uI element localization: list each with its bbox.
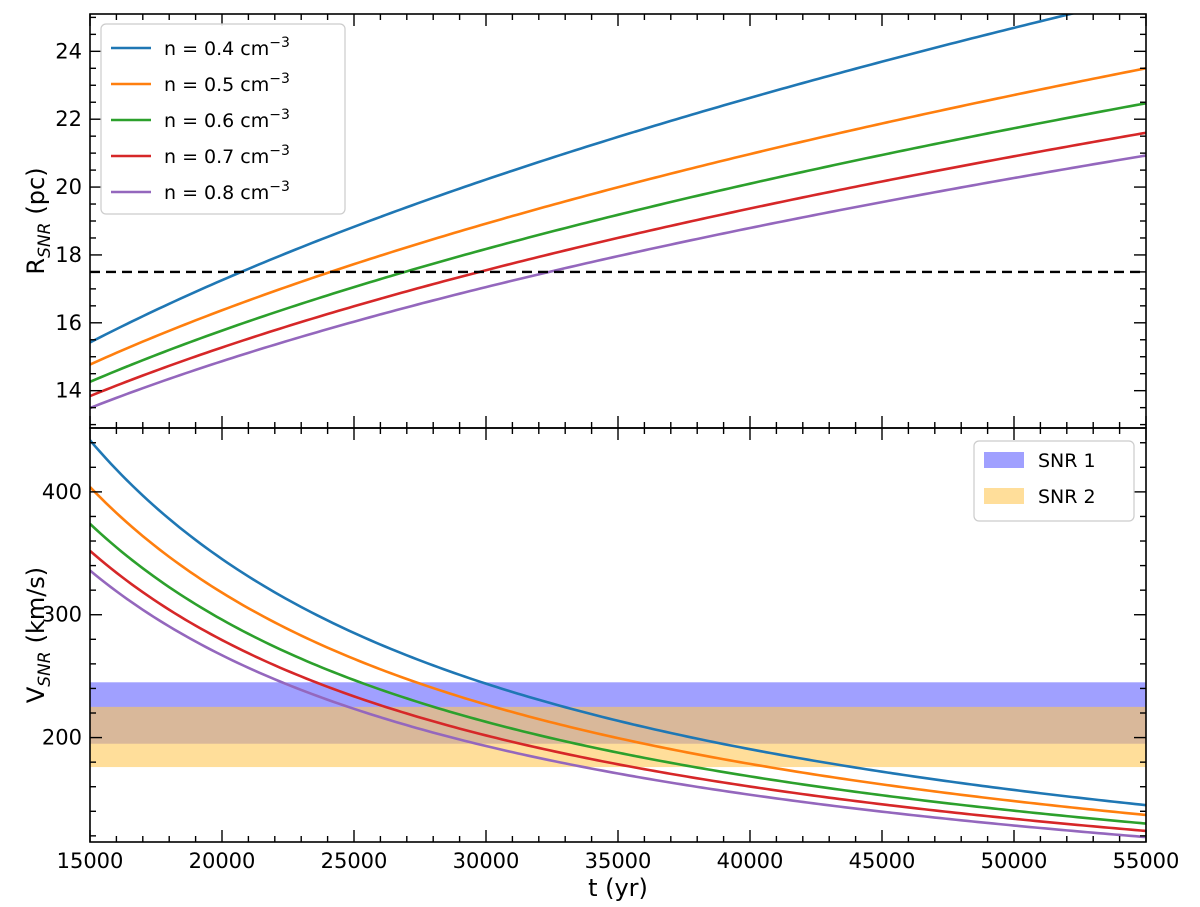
legend-swatch-band-2 — [984, 488, 1024, 504]
bottom-xtick-label-1: 20000 — [189, 849, 256, 873]
top-series-group — [90, 14, 1146, 410]
top-ytick-label-0: 14 — [55, 379, 82, 403]
bottom-ytick-label-1: 300 — [42, 603, 82, 627]
top-series-line-3 — [90, 131, 1146, 398]
bottom-xtick-label-8: 55000 — [1113, 849, 1180, 873]
bottom-ytick-label-0: 200 — [42, 726, 82, 750]
top-series-line-2 — [90, 101, 1146, 384]
bottom-xtick-label-5: 40000 — [717, 849, 784, 873]
top-series-line-1 — [90, 67, 1146, 366]
top-legend: n = 0.4 cm−3 n = 0.5 cm−3 n = 0.6 cm−3 n = … — [100, 23, 346, 215]
bottom-ytick-label-2: 400 — [42, 480, 82, 504]
top-ylabel-sub: SNR — [35, 223, 55, 258]
legend-label-4: n = 0.8 cm−3 — [164, 179, 290, 204]
bottom-ylabel-unit: (km/s) — [22, 567, 50, 644]
bottom-xtick-label-6: 45000 — [849, 849, 916, 873]
bottom-xtick-label-4: 35000 — [585, 849, 652, 873]
bottom-panel: 15000 20000 25000 30000 35000 40000 45000 50000… — [22, 428, 1179, 902]
bottom-xtick-label-2: 25000 — [321, 849, 388, 873]
legend-label-1: n = 0.5 cm−3 — [164, 71, 290, 96]
bottom-bands-group — [90, 682, 1146, 768]
bottom-xtick-label-7: 50000 — [981, 849, 1048, 873]
legend-label-exponent: −3 — [269, 35, 290, 51]
top-ylabel-unit: (pc) — [22, 167, 50, 214]
bottom-xtick-label-3: 30000 — [453, 849, 520, 873]
bottom-series-line-2 — [90, 522, 1146, 825]
top-ylabel-main: R — [22, 258, 50, 275]
top-series-line-0 — [90, 14, 1076, 344]
bottom-xlabel: t (yr) — [588, 874, 648, 902]
bottom-legend: SNR 1 SNR 2 — [973, 440, 1135, 522]
top-ylabel: RSNR (pc) — [22, 167, 55, 274]
legend-band-label-1: SNR 1 — [1038, 450, 1096, 472]
legend-label-exponent: −3 — [269, 143, 290, 159]
legend-band-label-2: SNR 2 — [1038, 486, 1096, 508]
bottom-series-line-0 — [90, 439, 1146, 807]
top-legend-box — [100, 23, 346, 215]
bottom-ylabel-main: V — [22, 686, 50, 703]
legend-label-2: n = 0.6 cm−3 — [164, 107, 290, 132]
top-ytick-label-5: 24 — [55, 39, 82, 63]
bottom-series-line-1 — [90, 486, 1146, 817]
top-ticks: 14 16 18 20 22 24 — [55, 14, 1147, 428]
top-ytick-label-1: 16 — [55, 311, 82, 335]
legend-swatch-band-1 — [984, 452, 1024, 468]
legend-label-exponent: −3 — [269, 71, 290, 87]
legend-label-exponent: −3 — [269, 179, 290, 195]
legend-label-3: n = 0.7 cm−3 — [164, 143, 290, 168]
top-ytick-label-4: 22 — [55, 107, 82, 131]
bottom-ylabel-sub: SNR — [35, 651, 55, 686]
legend-label-exponent: −3 — [269, 107, 290, 123]
top-ytick-label-3: 20 — [55, 175, 82, 199]
bottom-ticks: 15000 20000 25000 30000 35000 40000 45000 50000… — [42, 428, 1180, 873]
bottom-series-line-4 — [90, 569, 1146, 839]
bottom-series-line-3 — [90, 549, 1146, 833]
bottom-ylabel: VSNR (km/s) — [22, 567, 55, 703]
legend-label-0: n = 0.4 cm−3 — [164, 35, 290, 60]
bottom-frame — [89, 427, 1147, 843]
top-ytick-label-2: 18 — [55, 243, 82, 267]
bottom-xtick-label-0: 15000 — [57, 849, 124, 873]
top-series-line-4 — [90, 154, 1146, 410]
bottom-series-group — [90, 439, 1146, 839]
